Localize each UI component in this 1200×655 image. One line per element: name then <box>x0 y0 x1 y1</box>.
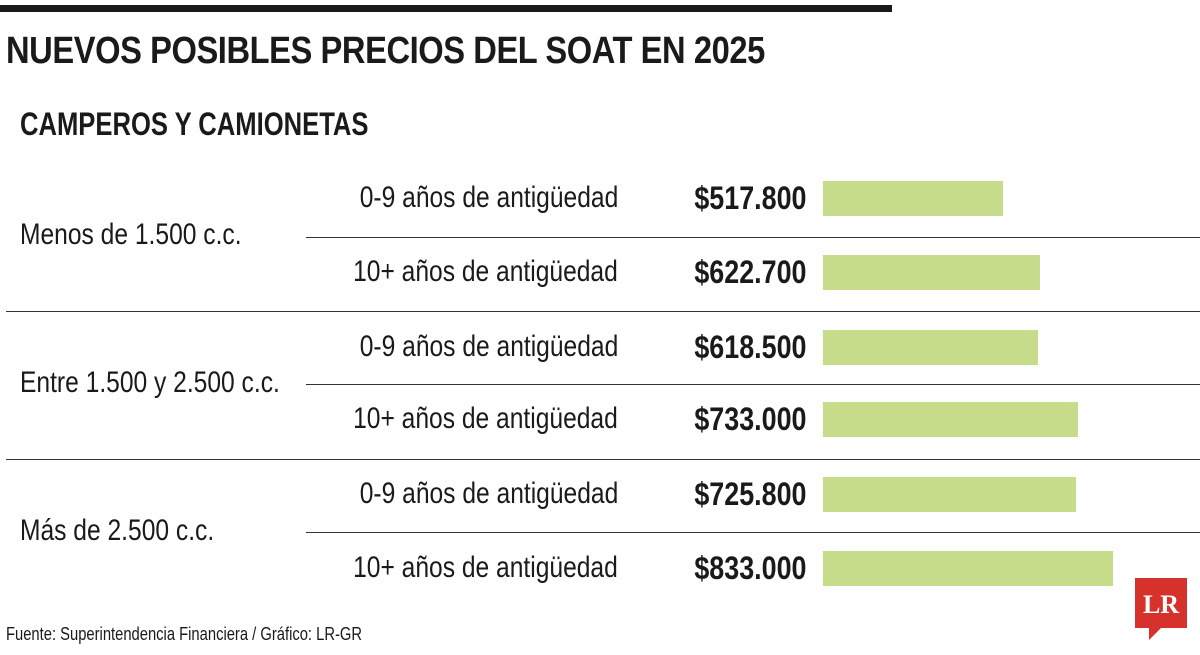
value-label: $618.500 <box>693 329 806 365</box>
group-label: Entre 1.500 y 2.500 c.c. <box>20 366 280 399</box>
bar <box>823 330 1038 365</box>
source-note: Fuente: Superintendencia Financiera / Gr… <box>6 624 363 644</box>
value-label: $833.000 <box>693 550 806 586</box>
row-divider <box>306 532 1200 533</box>
age-label: 10+ años de antigüedad <box>353 551 618 584</box>
value-label: $725.800 <box>693 476 806 512</box>
logo-text: LR <box>1143 590 1179 619</box>
top-rule <box>0 5 892 12</box>
chart-subtitle: CAMPEROS Y CAMIONETAS <box>20 106 369 142</box>
logo-shape <box>1135 578 1187 640</box>
bar <box>823 551 1113 586</box>
lr-logo: LR <box>1135 578 1187 640</box>
bar <box>823 477 1076 512</box>
bar <box>823 255 1040 290</box>
age-label: 0-9 años de antigüedad <box>359 181 618 214</box>
group-divider <box>6 311 1200 312</box>
age-label: 0-9 años de antigüedad <box>359 330 618 363</box>
age-label: 10+ años de antigüedad <box>353 255 618 288</box>
bar <box>823 402 1078 437</box>
group-label: Menos de 1.500 c.c. <box>20 218 242 251</box>
age-label: 0-9 años de antigüedad <box>359 477 618 510</box>
age-label: 10+ años de antigüedad <box>353 402 618 435</box>
chart-title: NUEVOS POSIBLES PRECIOS DEL SOAT EN 2025 <box>6 30 765 72</box>
bar <box>823 181 1003 216</box>
value-label: $517.800 <box>693 180 806 216</box>
row-divider <box>306 237 1200 238</box>
group-divider <box>6 459 1200 460</box>
value-label: $622.700 <box>693 254 806 290</box>
row-divider <box>306 384 1200 385</box>
value-label: $733.000 <box>693 401 806 437</box>
group-label: Más de 2.500 c.c. <box>20 514 215 547</box>
